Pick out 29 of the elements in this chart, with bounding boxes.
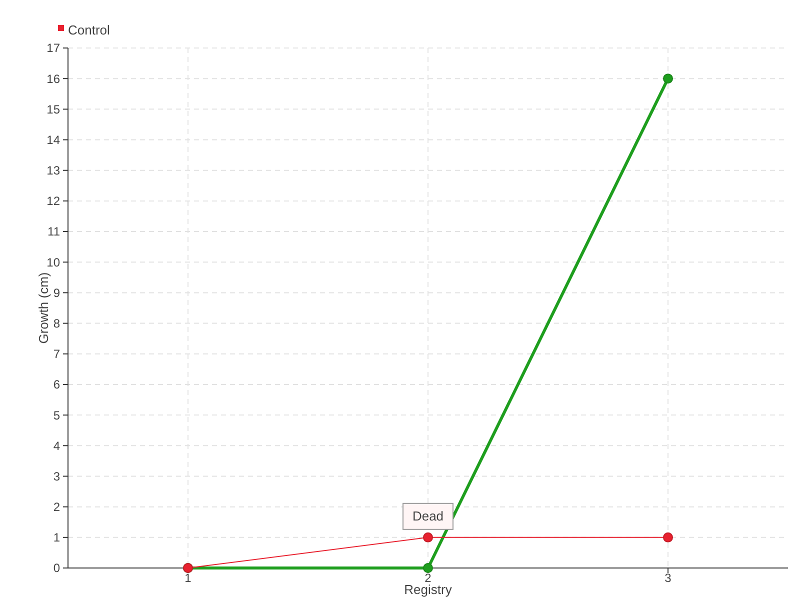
y-tick-label: 9 bbox=[53, 286, 60, 300]
y-tick-label: 10 bbox=[46, 255, 60, 270]
y-tick-label: 16 bbox=[46, 72, 60, 86]
point bbox=[663, 532, 673, 542]
y-tick-label: 7 bbox=[53, 347, 60, 362]
x-axis-title: Registry bbox=[404, 582, 452, 597]
y-tick-label: 12 bbox=[46, 194, 60, 208]
y-tick-label: 11 bbox=[48, 224, 60, 239]
y-tick-label: 2 bbox=[53, 500, 60, 514]
y-tick-label: 6 bbox=[53, 378, 60, 392]
y-tick-label: 5 bbox=[53, 408, 60, 422]
y-tick-label: 4 bbox=[53, 438, 60, 453]
x-tick-label: 2 bbox=[424, 571, 432, 585]
y-axis-title: Growth (cm) bbox=[36, 272, 51, 344]
y-tick-label: 13 bbox=[46, 164, 60, 178]
point bbox=[423, 532, 433, 542]
y-tick-label: 17 bbox=[46, 41, 60, 56]
point bbox=[423, 563, 433, 573]
x-tick-label: 1 bbox=[184, 571, 192, 585]
annotation: Dead bbox=[412, 508, 444, 524]
y-tick-label: 8 bbox=[53, 316, 60, 330]
point bbox=[663, 74, 673, 84]
y-tick-label: 3 bbox=[53, 469, 60, 484]
y-tick-label: 1 bbox=[53, 530, 60, 545]
y-tick-label: 14 bbox=[46, 132, 60, 147]
x-tick-label: 3 bbox=[664, 571, 672, 585]
y-tick-label: 0 bbox=[53, 561, 60, 576]
y-tick-label: 15 bbox=[46, 102, 60, 116]
legend-label: Control bbox=[68, 22, 110, 38]
